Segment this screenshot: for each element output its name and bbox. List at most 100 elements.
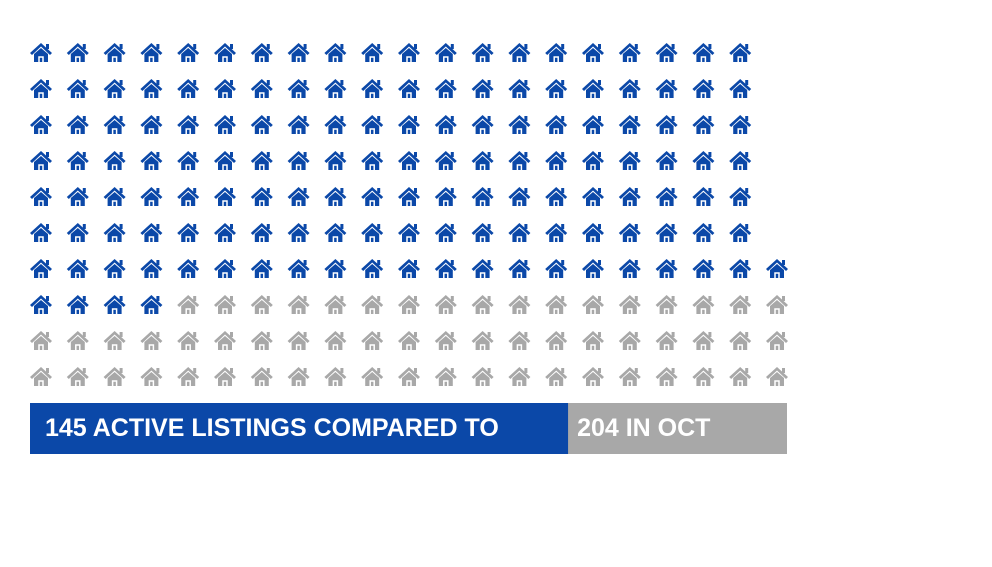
house-body — [733, 192, 748, 206]
house-door — [737, 272, 743, 278]
house-body — [549, 84, 564, 98]
house-icon — [177, 259, 200, 278]
house-chimney — [193, 296, 197, 301]
house-icon — [692, 367, 715, 386]
house-icon — [729, 223, 752, 242]
house-chimney — [156, 80, 160, 85]
house-chimney — [745, 332, 749, 337]
house-body — [291, 48, 306, 62]
house-icon — [655, 79, 678, 98]
house-door — [553, 380, 559, 386]
house-door — [443, 236, 449, 242]
house-door — [222, 272, 228, 278]
house-body — [622, 156, 637, 170]
house-chimney — [708, 188, 712, 193]
house-chimney — [671, 332, 675, 337]
house-body — [512, 228, 527, 242]
house-chimney — [708, 224, 712, 229]
house-door — [295, 200, 302, 206]
house-icon — [508, 187, 531, 206]
house-chimney — [634, 152, 638, 157]
house-door — [406, 380, 412, 386]
house-icon — [361, 151, 384, 170]
house-chimney — [377, 368, 381, 373]
house-chimney — [598, 152, 601, 157]
house-body — [402, 372, 416, 386]
house-icon — [655, 367, 678, 386]
house-body — [107, 192, 122, 206]
house-door — [590, 164, 596, 170]
house-door — [627, 272, 633, 278]
house-icon — [66, 151, 89, 170]
house-body — [659, 300, 674, 314]
house-body — [218, 156, 232, 170]
house-icon — [66, 367, 89, 386]
house-chimney — [230, 44, 233, 49]
house-body — [291, 228, 306, 242]
house-door — [148, 308, 155, 314]
house-icon — [582, 151, 604, 170]
house-icon — [471, 187, 494, 206]
house-body — [512, 192, 527, 206]
house-body — [696, 264, 711, 278]
house-body — [365, 372, 380, 386]
house-door — [259, 308, 265, 314]
house-icon — [471, 331, 494, 350]
house-door — [406, 344, 412, 350]
house-icon — [250, 115, 273, 134]
house-body — [34, 84, 48, 98]
house-icon — [618, 115, 641, 134]
house-icon — [729, 187, 752, 206]
house-chimney — [450, 152, 454, 157]
house-door — [443, 164, 449, 170]
house-body — [402, 156, 416, 170]
house-chimney — [119, 80, 123, 85]
house-door — [663, 272, 670, 278]
house-icon — [582, 259, 604, 278]
house-door — [700, 236, 707, 242]
house-body — [696, 120, 711, 134]
house-door — [295, 56, 302, 62]
house-door — [443, 272, 449, 278]
house-chimney — [82, 116, 86, 121]
house-chimney — [782, 260, 785, 265]
house-icon — [471, 79, 494, 98]
house-door — [111, 344, 118, 350]
house-chimney — [119, 260, 123, 265]
house-icon — [140, 151, 163, 170]
house-door — [700, 92, 707, 98]
house-chimney — [193, 116, 197, 121]
house-door — [75, 380, 81, 386]
house-door — [332, 164, 339, 170]
house-body — [181, 120, 196, 134]
house-chimney — [524, 296, 528, 301]
house-icon — [287, 295, 310, 314]
house-body — [438, 84, 453, 98]
house-door — [443, 200, 449, 206]
house-door — [369, 236, 375, 242]
house-body — [218, 264, 232, 278]
house-chimney — [340, 260, 344, 265]
house-door — [332, 236, 339, 242]
house-chimney — [450, 260, 454, 265]
house-chimney — [303, 296, 307, 301]
house-chimney — [193, 260, 197, 265]
house-icon — [508, 43, 531, 62]
house-icon — [66, 79, 89, 98]
house-door — [553, 56, 559, 62]
house-icon — [655, 151, 678, 170]
house-icon — [324, 43, 347, 62]
house-body — [107, 156, 122, 170]
house-door — [627, 92, 633, 98]
house-body — [144, 228, 159, 242]
house-chimney — [782, 296, 785, 301]
house-chimney — [156, 116, 160, 121]
house-chimney — [450, 368, 454, 373]
house-icon — [692, 295, 715, 314]
house-door — [774, 272, 780, 278]
house-door — [148, 236, 155, 242]
house-door — [185, 236, 191, 242]
house-door — [332, 56, 339, 62]
house-body — [254, 372, 269, 386]
house-icon — [471, 115, 494, 134]
